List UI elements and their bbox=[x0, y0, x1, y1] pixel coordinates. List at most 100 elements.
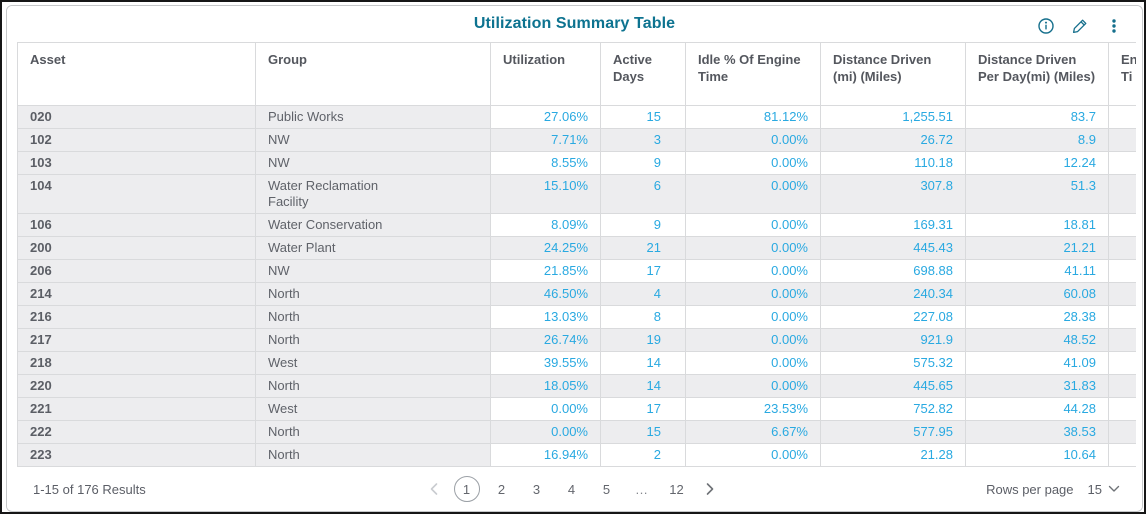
column-header-active-days[interactable]: Active Days bbox=[600, 42, 686, 106]
edit-pencil-icon[interactable] bbox=[1068, 14, 1092, 38]
rows-per-page-value: 15 bbox=[1087, 481, 1102, 497]
cell-distance_per_day: 38.53 bbox=[965, 420, 1109, 444]
column-header-group[interactable]: Group bbox=[255, 42, 491, 106]
cell-idle_pct: 0.00% bbox=[685, 174, 821, 214]
cell-distance: 110.18 bbox=[820, 151, 966, 175]
table-row[interactable]: 020 Public Works 27.06% 15 81.12% 1,255.51 83.… bbox=[17, 105, 1136, 129]
cell-idle_pct: 0.00% bbox=[685, 151, 821, 175]
pagination: 1 2 3 4 5… 12 bbox=[423, 476, 721, 502]
table-row[interactable]: 214 North 46.50% 4 0.00% 240.34 60.08 bbox=[17, 282, 1136, 306]
cell-idle_pct: 0.00% bbox=[685, 443, 821, 467]
cell-asset: 218 bbox=[17, 351, 256, 375]
page-ellipsis: … bbox=[629, 476, 655, 502]
cell-asset: 106 bbox=[17, 213, 256, 237]
table-row[interactable]: 104 Water Reclamation Facility 15.10% 6 0.00… bbox=[17, 174, 1136, 214]
page-button-12[interactable]: 12 bbox=[664, 476, 690, 502]
table-row[interactable]: 106 Water Conservation 8.09% 9 0.00% 169.31 18… bbox=[17, 213, 1136, 237]
column-header-distance[interactable]: Distance Driven (mi) (Miles) bbox=[820, 42, 966, 106]
cell-asset: 200 bbox=[17, 236, 256, 260]
cell-distance_per_day: 28.38 bbox=[965, 305, 1109, 329]
cell-distance_per_day: 31.83 bbox=[965, 374, 1109, 398]
table-row[interactable]: 102 NW 7.71% 3 0.00% 26.72 8.9 bbox=[17, 128, 1136, 152]
cell-utilization: 0.00% bbox=[490, 420, 601, 444]
rows-per-page-label: Rows per page bbox=[986, 481, 1074, 497]
table-row[interactable]: 222 North 0.00% 15 6.67% 577.95 38.53 bbox=[17, 420, 1136, 444]
cell-engine_time bbox=[1108, 174, 1136, 214]
cell-group: North bbox=[255, 305, 491, 329]
cell-active_days: 4 bbox=[600, 282, 686, 306]
column-header-asset[interactable]: Asset bbox=[17, 42, 256, 106]
info-icon[interactable] bbox=[1034, 14, 1058, 38]
cell-asset: 216 bbox=[17, 305, 256, 329]
table-row[interactable]: 206 NW 21.85% 17 0.00% 698.88 41.11 bbox=[17, 259, 1136, 283]
cell-engine_time bbox=[1108, 105, 1136, 129]
table-row[interactable]: 217 North 26.74% 19 0.00% 921.9 48.52 bbox=[17, 328, 1136, 352]
cell-distance_per_day: 83.7 bbox=[965, 105, 1109, 129]
cell-distance: 21.28 bbox=[820, 443, 966, 467]
cell-utilization: 46.50% bbox=[490, 282, 601, 306]
cell-group: North bbox=[255, 443, 491, 467]
table-row[interactable]: 218 West 39.55% 14 0.00% 575.32 41.09 bbox=[17, 351, 1136, 375]
column-header-idle-pct[interactable]: Idle % Of Engine Time bbox=[685, 42, 821, 106]
prev-page-icon[interactable] bbox=[423, 476, 445, 502]
cell-asset: 222 bbox=[17, 420, 256, 444]
cell-idle_pct: 0.00% bbox=[685, 128, 821, 152]
cell-utilization: 13.03% bbox=[490, 305, 601, 329]
cell-idle_pct: 0.00% bbox=[685, 213, 821, 237]
cell-distance_per_day: 18.81 bbox=[965, 213, 1109, 237]
table-row[interactable]: 221 West 0.00% 17 23.53% 752.82 44.28 bbox=[17, 397, 1136, 421]
cell-engine_time bbox=[1108, 397, 1136, 421]
cell-active_days: 19 bbox=[600, 328, 686, 352]
cell-distance: 698.88 bbox=[820, 259, 966, 283]
cell-idle_pct: 0.00% bbox=[685, 236, 821, 260]
cell-group: North bbox=[255, 374, 491, 398]
cell-utilization: 16.94% bbox=[490, 443, 601, 467]
kebab-menu-icon[interactable] bbox=[1102, 14, 1126, 38]
cell-utilization: 21.85% bbox=[490, 259, 601, 283]
cell-utilization: 39.55% bbox=[490, 351, 601, 375]
cell-group: Water Plant bbox=[255, 236, 491, 260]
cell-asset: 214 bbox=[17, 282, 256, 306]
cell-distance: 307.8 bbox=[820, 174, 966, 214]
table-footer: 1-15 of 176 Results 1 2 3 4 5… 12 Rows per pa… bbox=[7, 468, 1142, 510]
next-page-icon[interactable] bbox=[699, 476, 721, 502]
cell-idle_pct: 0.00% bbox=[685, 282, 821, 306]
cell-utilization: 18.05% bbox=[490, 374, 601, 398]
table-row[interactable]: 103 NW 8.55% 9 0.00% 110.18 12.24 bbox=[17, 151, 1136, 175]
rows-per-page-select[interactable]: 15 bbox=[1088, 482, 1120, 497]
page-button-4[interactable]: 4 bbox=[559, 476, 585, 502]
cell-utilization: 15.10% bbox=[490, 174, 601, 214]
cell-engine_time bbox=[1108, 282, 1136, 306]
table-body: 020 Public Works 27.06% 15 81.12% 1,255.51 83.… bbox=[17, 105, 1136, 467]
table-row[interactable]: 220 North 18.05% 14 0.00% 445.65 31.83 bbox=[17, 374, 1136, 398]
cell-asset: 103 bbox=[17, 151, 256, 175]
cell-active_days: 15 bbox=[600, 105, 686, 129]
cell-active_days: 17 bbox=[600, 259, 686, 283]
cell-distance: 921.9 bbox=[820, 328, 966, 352]
cell-engine_time bbox=[1108, 420, 1136, 444]
cell-group: NW bbox=[255, 128, 491, 152]
table-scroll-area[interactable]: Asset Group Utilization Active Days Idle… bbox=[17, 42, 1136, 468]
utilization-summary-card: Utilization Summary Table bbox=[6, 5, 1143, 512]
column-header-engine-time[interactable]: En Ti bbox=[1108, 42, 1136, 106]
cell-engine_time bbox=[1108, 128, 1136, 152]
cell-asset: 223 bbox=[17, 443, 256, 467]
table-row[interactable]: 216 North 13.03% 8 0.00% 227.08 28.38 bbox=[17, 305, 1136, 329]
page-button-5[interactable]: 5 bbox=[594, 476, 620, 502]
table-row[interactable]: 223 North 16.94% 2 0.00% 21.28 10.64 bbox=[17, 443, 1136, 467]
cell-active_days: 8 bbox=[600, 305, 686, 329]
page-button-1[interactable]: 1 bbox=[453, 476, 480, 502]
cell-distance: 752.82 bbox=[820, 397, 966, 421]
cell-distance_per_day: 48.52 bbox=[965, 328, 1109, 352]
cell-idle_pct: 23.53% bbox=[685, 397, 821, 421]
cell-distance: 169.31 bbox=[820, 213, 966, 237]
column-header-distance-per-day[interactable]: Distance Driven Per Day(mi) (Miles) bbox=[965, 42, 1109, 106]
chevron-down-icon bbox=[1108, 485, 1120, 492]
page-button-2[interactable]: 2 bbox=[489, 476, 515, 502]
card-toolbar bbox=[1034, 14, 1126, 38]
cell-idle_pct: 0.00% bbox=[685, 374, 821, 398]
page-button-3[interactable]: 3 bbox=[524, 476, 550, 502]
column-header-utilization[interactable]: Utilization bbox=[490, 42, 601, 106]
cell-engine_time bbox=[1108, 443, 1136, 467]
table-row[interactable]: 200 Water Plant 24.25% 21 0.00% 445.43 21.21 bbox=[17, 236, 1136, 260]
